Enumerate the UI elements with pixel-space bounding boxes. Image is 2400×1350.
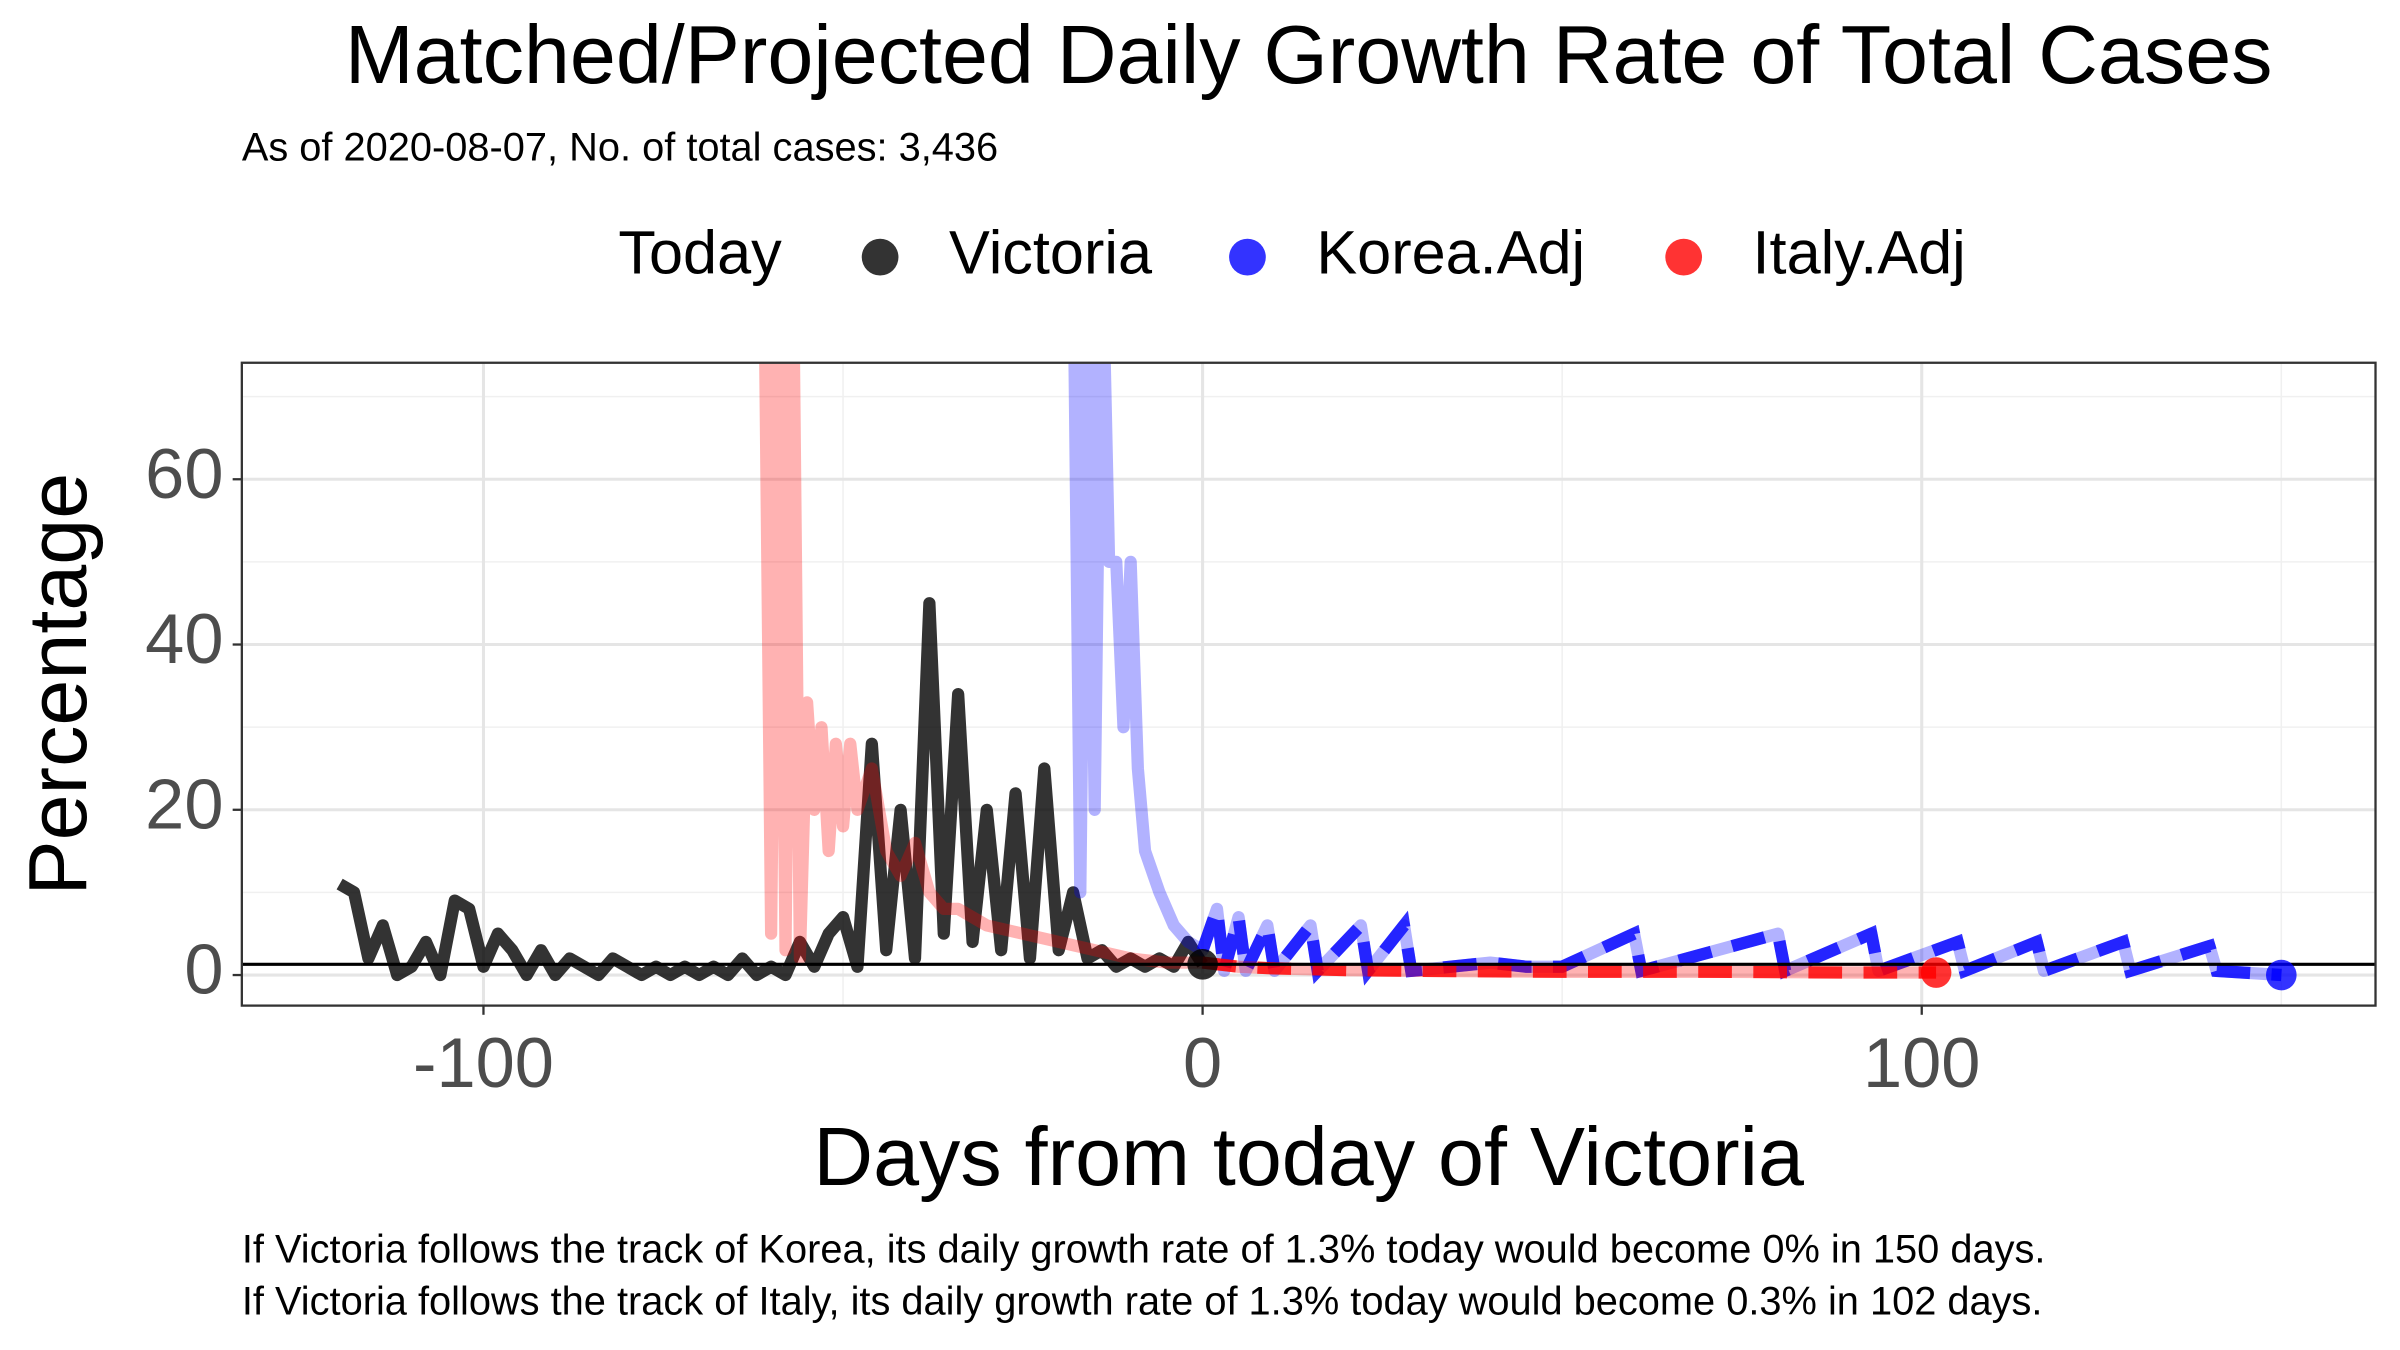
- chart-title: Matched/Projected Daily Growth Rate of T…: [345, 8, 2273, 101]
- today-point: [1920, 957, 1952, 988]
- today-point: [1187, 948, 1218, 980]
- legend-label: Italy.Adj: [1753, 218, 1966, 286]
- legend-title: Today: [618, 218, 782, 286]
- today-point: [2265, 959, 2297, 991]
- line: [336, 597, 1208, 982]
- legend-swatch: [1229, 238, 1266, 276]
- x-tick-label: 0: [1183, 1023, 1222, 1102]
- legend-label: Korea.Adj: [1316, 218, 1585, 286]
- matched-line: [1068, 362, 2282, 982]
- y-axis-label: Percentage: [11, 473, 104, 896]
- y-tick-label: 60: [145, 434, 223, 513]
- y-tick-label: 20: [145, 764, 223, 843]
- plot-border: [240, 361, 2377, 1007]
- y-tick-label: 0: [184, 930, 223, 1009]
- x-axis-label: Days from today of Victoria: [813, 1110, 1804, 1203]
- legend-label: Victoria: [949, 218, 1153, 286]
- legend-swatch: [1665, 238, 1703, 276]
- x-tick-label: 100: [1863, 1023, 1980, 1102]
- y-tick-label: 40: [145, 599, 223, 678]
- x-tick-label: -100: [413, 1023, 554, 1102]
- plot-area: [336, 362, 2282, 993]
- subtitle: As of 2020-08-07, No. of total cases: 3,…: [242, 126, 998, 170]
- note: If Victoria follows the track of Italy, …: [242, 1280, 2043, 1324]
- note: If Victoria follows the track of Korea, …: [242, 1228, 2046, 1272]
- legend-swatch: [861, 238, 899, 276]
